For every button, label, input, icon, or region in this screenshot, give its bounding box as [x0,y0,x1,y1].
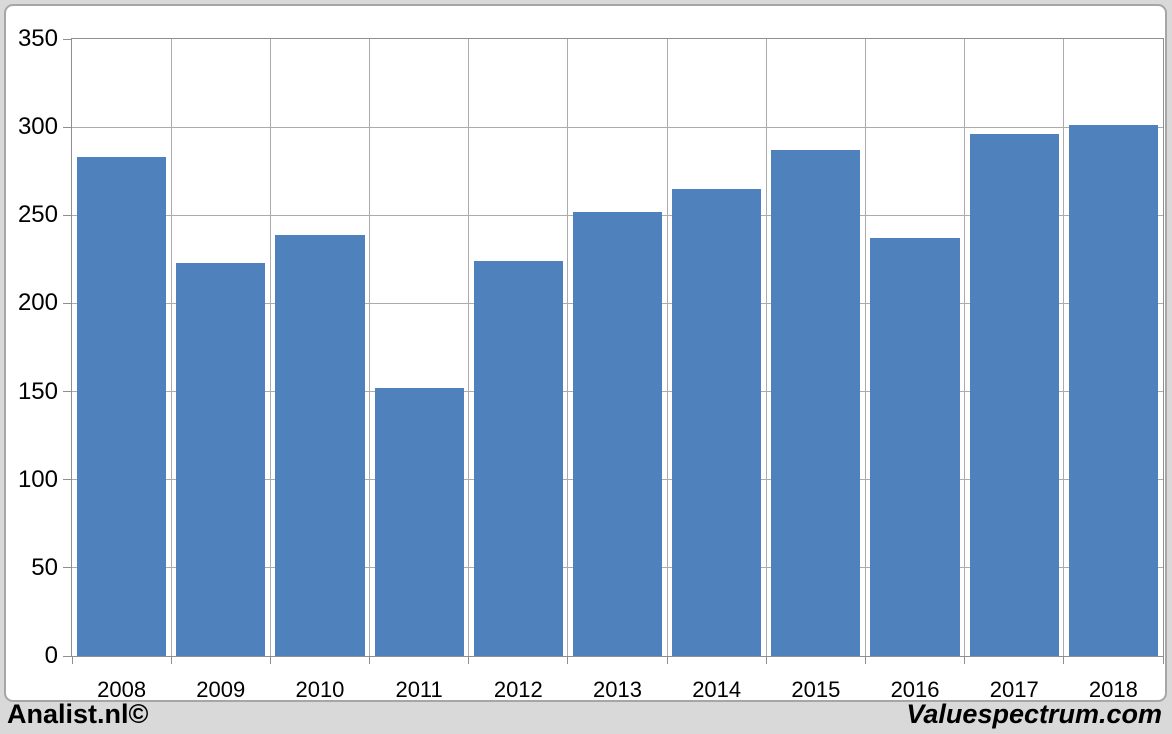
x-tick [1162,657,1164,664]
y-tick [63,479,72,481]
y-tick [63,302,72,304]
v-gridline [765,39,767,656]
bar-2014 [672,188,762,656]
y-tick-label: 350 [17,25,58,52]
y-tick [63,391,72,393]
v-gridline [269,39,271,656]
x-tick [864,657,866,664]
bar-2013 [572,211,663,656]
bar-2012 [473,261,563,656]
x-tick [666,657,668,664]
y-tick [63,38,72,40]
y-tick-label: 200 [17,289,58,317]
v-gridline [369,39,371,656]
x-tick-label: 2015 [791,677,841,702]
x-tick-label: 2012 [493,677,543,702]
v-gridline [864,39,866,656]
x-tick-label: 2010 [295,677,345,702]
v-gridline [964,39,966,656]
analist-brand-label: Analist.nl© [7,699,149,729]
x-tick [765,657,767,664]
bar-2018 [1068,125,1159,656]
x-tick [369,657,371,664]
y-tick-label: 300 [17,113,58,141]
v-gridline [468,39,470,656]
h-gridline [72,126,1163,128]
bar-2016 [870,238,960,656]
y-tick [63,655,72,657]
bar-2008 [76,157,167,656]
v-gridline [170,39,172,656]
bar-2009 [176,262,266,656]
y-tick-label: 100 [17,465,58,493]
y-tick-label: 50 [31,553,58,581]
bar-2017 [969,134,1059,656]
x-tick [567,657,569,664]
bar-2010 [275,234,365,656]
x-tick [269,657,271,664]
bar-2011 [374,388,464,656]
x-tick-label: 2013 [593,677,642,702]
x-tick [468,657,470,664]
y-tick-label: 0 [44,642,58,669]
y-tick [63,567,72,569]
x-tick [964,657,966,664]
chart-frame: 0 50 100 150 200 250 300 350 2008 2009 2010 2011 20… [4,4,1167,702]
x-tick-label: 2009 [196,677,246,702]
valuespectrum-brand-label: Valuespectrum.com [906,699,1162,729]
v-gridline [1063,39,1065,656]
bar-2015 [771,150,861,656]
x-tick [1063,657,1065,664]
x-tick-label: 2016 [890,677,940,702]
y-tick-label: 250 [17,201,58,229]
plot-area [71,38,1164,657]
y-tick [63,214,72,216]
x-tick-label: 2011 [395,677,443,702]
x-tick [170,657,172,664]
v-gridline [666,39,668,656]
y-tick-label: 150 [17,377,58,405]
v-gridline [567,39,569,656]
x-tick-label: 2017 [989,677,1039,702]
x-tick-label: 2014 [692,677,742,702]
x-tick-label: 2008 [97,677,147,702]
x-tick-label: 2018 [1088,677,1138,702]
y-tick [63,126,72,128]
x-tick [71,657,73,664]
